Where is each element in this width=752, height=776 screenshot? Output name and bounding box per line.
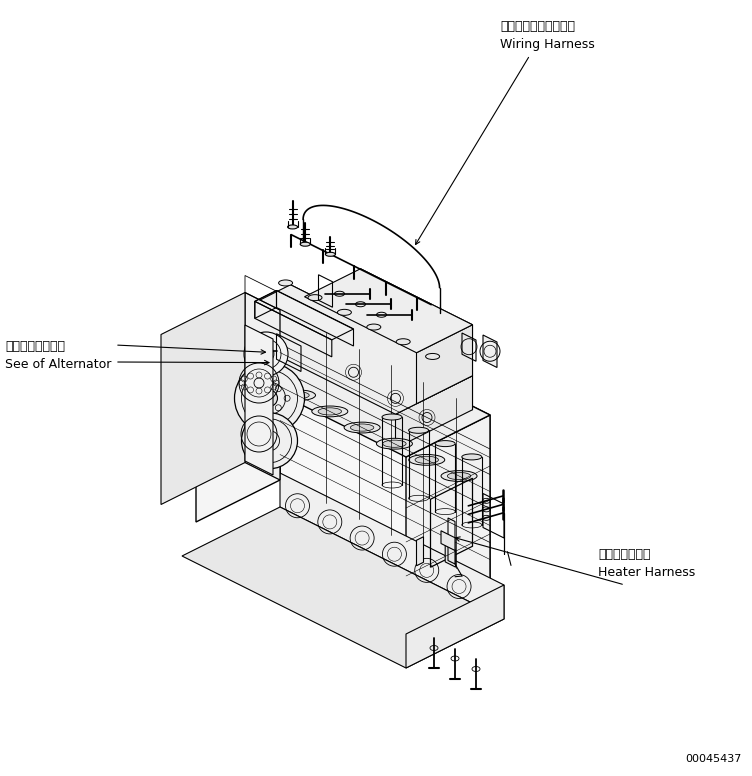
Ellipse shape — [344, 422, 380, 433]
Ellipse shape — [408, 428, 429, 433]
Polygon shape — [245, 293, 280, 480]
Polygon shape — [214, 285, 472, 414]
Text: Wiring Harness: Wiring Harness — [500, 38, 595, 51]
Ellipse shape — [287, 225, 298, 229]
Ellipse shape — [286, 392, 309, 399]
Text: ワイヤリングハーネス: ワイヤリングハーネス — [500, 20, 575, 33]
Ellipse shape — [426, 353, 440, 359]
Circle shape — [235, 363, 305, 433]
Circle shape — [262, 390, 277, 407]
Ellipse shape — [318, 408, 341, 415]
Ellipse shape — [435, 441, 455, 447]
Ellipse shape — [409, 455, 444, 466]
Text: Heater Harness: Heater Harness — [598, 566, 696, 579]
Polygon shape — [245, 325, 273, 475]
Circle shape — [241, 413, 298, 469]
Polygon shape — [417, 324, 472, 404]
Polygon shape — [290, 285, 472, 410]
Ellipse shape — [326, 252, 335, 256]
Polygon shape — [445, 545, 456, 567]
Polygon shape — [280, 473, 504, 619]
Ellipse shape — [367, 324, 381, 330]
Ellipse shape — [396, 339, 410, 345]
Ellipse shape — [383, 440, 406, 447]
Polygon shape — [161, 293, 245, 504]
Ellipse shape — [382, 414, 402, 420]
Polygon shape — [196, 310, 280, 522]
Ellipse shape — [447, 473, 471, 480]
Polygon shape — [406, 585, 504, 668]
Polygon shape — [182, 507, 504, 668]
Ellipse shape — [308, 295, 322, 300]
Text: 00045437: 00045437 — [686, 754, 742, 764]
Polygon shape — [360, 268, 472, 376]
Polygon shape — [305, 268, 472, 353]
Polygon shape — [277, 290, 353, 346]
Ellipse shape — [350, 424, 374, 431]
Ellipse shape — [441, 470, 477, 481]
Polygon shape — [441, 531, 455, 550]
Ellipse shape — [280, 390, 316, 400]
Ellipse shape — [338, 310, 351, 315]
Polygon shape — [483, 335, 497, 368]
Text: オルタネータ参照: オルタネータ参照 — [5, 340, 65, 353]
Ellipse shape — [300, 242, 310, 246]
Polygon shape — [196, 310, 490, 457]
Text: See of Alternator: See of Alternator — [5, 358, 111, 371]
Polygon shape — [396, 376, 472, 449]
Circle shape — [244, 332, 288, 376]
Ellipse shape — [415, 456, 438, 463]
Ellipse shape — [462, 454, 482, 460]
Ellipse shape — [278, 280, 293, 286]
Text: ヒータハーネス: ヒータハーネス — [598, 548, 650, 561]
Polygon shape — [280, 310, 490, 585]
Polygon shape — [406, 415, 490, 627]
Polygon shape — [417, 537, 423, 566]
Ellipse shape — [312, 406, 348, 417]
Ellipse shape — [377, 438, 412, 449]
